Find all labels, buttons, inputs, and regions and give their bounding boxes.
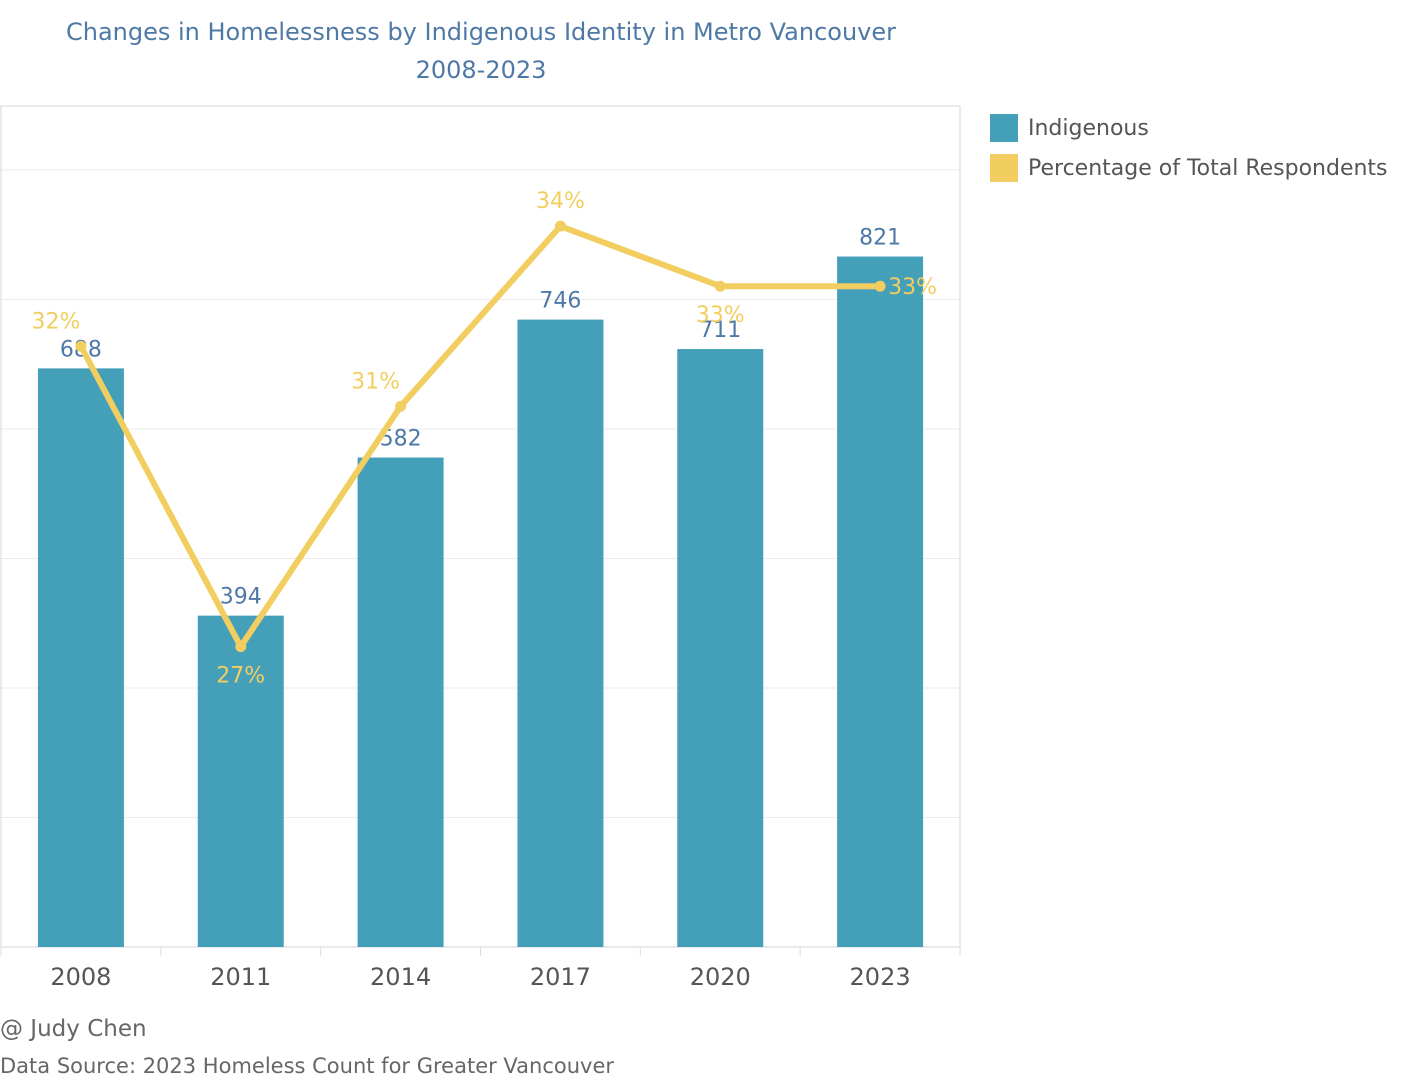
line-label-2017: 34% [536,189,585,214]
legend-item-indigenous[interactable]: Indigenous [990,110,1388,146]
bar-label-2017: 746 [539,289,581,314]
plot-frame [0,105,961,948]
x-tick-label-2020: 2020 [690,963,751,991]
data-source: Data Source: 2023 Homeless Count for Gre… [0,1054,615,1078]
percentage-line [77,223,884,650]
bar-label-2020: 711 [699,318,741,343]
line-label-2023: 33% [888,275,937,300]
chart-title: Changes in Homelessness by Indigenous Id… [65,18,896,46]
line-label-2011: 27% [216,664,265,689]
line-point-2017 [554,220,566,232]
bar-2014 [357,457,444,947]
x-tick-label-2008: 2008 [50,963,111,991]
chart-subtitle: 2008-2023 [415,56,547,84]
legend-item-percentage[interactable]: Percentage of Total Respondents [990,150,1388,186]
line-point-2008 [75,340,87,352]
bar-2017 [517,319,604,947]
line-point-2020 [714,280,726,292]
x-tick-label-2014: 2014 [370,963,431,991]
x-tick-label-2017: 2017 [530,963,591,991]
author-credit: @ Judy Chen [0,1016,147,1042]
x-tick-label-2011: 2011 [210,963,271,991]
bar-2011 [197,615,284,947]
line-point-2014 [395,400,407,412]
legend-label-indigenous: Indigenous [1028,115,1149,141]
bar-2008 [37,368,124,948]
bar-2023 [837,256,924,947]
line-label-2014: 31% [351,369,400,394]
legend-label-percentage: Percentage of Total Respondents [1028,155,1388,181]
legend-swatch-indigenous [990,114,1018,142]
legend: Indigenous Percentage of Total Responden… [990,110,1388,190]
x-tick-label-2023: 2023 [850,963,911,991]
line-label-2008: 32% [31,309,80,334]
line-label-2020: 33% [696,303,745,328]
chart-area: 68839458274671182132%27%31%34%33%33%2008… [0,105,961,991]
line-point-2023 [874,280,886,292]
bar-label-2011: 394 [220,585,262,610]
line-point-2011 [235,641,247,653]
legend-swatch-percentage [990,154,1018,182]
bar-label-2023: 821 [859,226,901,251]
bar-2020 [677,349,764,947]
